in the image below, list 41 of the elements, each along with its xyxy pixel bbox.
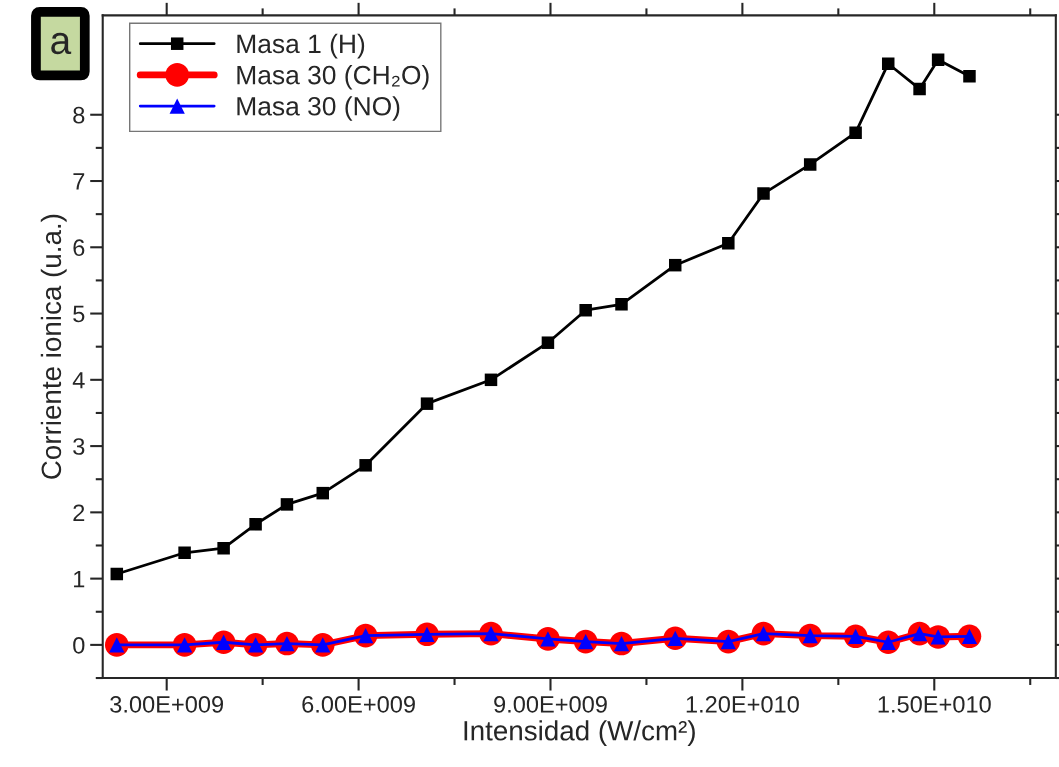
x-tick-label: 3.00E+009	[110, 696, 224, 713]
text: a	[51, 32, 72, 55]
y-axis-title: Corriente ionica (u.a.)	[40, 214, 67, 479]
point	[849, 126, 862, 139]
point	[757, 187, 770, 200]
y-tick-label: 4	[72, 372, 85, 389]
point	[217, 541, 230, 555]
x-axis-title: Intensidad (W/cm²)	[464, 720, 695, 747]
point	[615, 298, 628, 311]
point	[931, 53, 945, 66]
y-tick-label: 1	[74, 570, 85, 588]
point	[913, 82, 926, 96]
y-tick-label: 0	[73, 636, 85, 654]
point	[881, 57, 895, 70]
point	[579, 303, 592, 317]
point	[420, 397, 434, 410]
y-tick-label: 5	[73, 305, 85, 323]
point	[803, 158, 817, 171]
point	[484, 373, 498, 387]
y-tick-label: 8	[73, 106, 85, 124]
x-tick-label: 1.50E+010	[878, 696, 991, 713]
point	[249, 518, 262, 531]
point	[178, 546, 191, 560]
point	[110, 567, 124, 581]
point	[359, 459, 372, 472]
y-tick-label: 2	[73, 504, 85, 521]
point	[722, 237, 735, 250]
point	[316, 486, 330, 500]
legend-label: Masa 30 (NO)	[237, 96, 400, 121]
legend-label: Masa 30 (CH₂O)	[237, 65, 429, 90]
y-tick-label: 3	[73, 438, 85, 455]
x-tick-label: 6.00E+009	[302, 696, 415, 713]
point	[541, 336, 555, 349]
x-tick-label: 9.00E+009	[494, 696, 607, 713]
point	[668, 258, 682, 272]
x-tick-label: 1.20E+010	[686, 696, 799, 713]
legend-label: Masa 1 (H)	[237, 33, 365, 59]
point	[963, 70, 976, 83]
y-tick-label: 7	[73, 173, 85, 190]
y-tick-label: 6	[73, 239, 85, 257]
point	[280, 498, 294, 511]
